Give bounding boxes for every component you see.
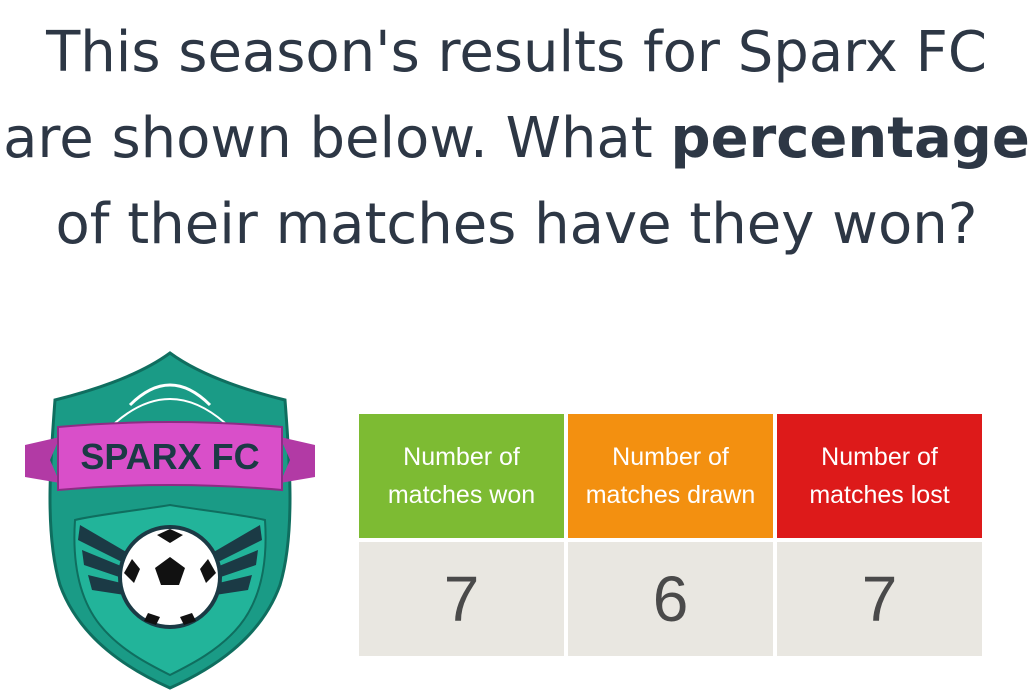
header-matches-won: Number of matches won: [359, 414, 564, 538]
header-drawn-line-2: matches drawn: [585, 481, 756, 509]
results-header-row: Number of matches won Number of matches …: [359, 414, 982, 538]
header-won-line-2: matches won: [387, 481, 536, 509]
header-matches-drawn: Number of matches drawn: [568, 414, 773, 538]
question-line-2: are shown below. What percentage: [0, 96, 1033, 182]
question-text: This season's results for Sparx FC are s…: [0, 10, 1033, 268]
question-line-1: This season's results for Sparx FC: [46, 20, 987, 85]
header-drawn-line-1: Number of: [612, 443, 729, 471]
question-line-2-text: are shown below. What: [3, 106, 671, 171]
crest-banner: SPARX FC: [25, 421, 315, 492]
value-matches-won: 7: [359, 542, 564, 656]
header-lost-line-2: matches lost: [809, 481, 950, 509]
value-matches-lost: 7: [777, 542, 982, 656]
header-won-line-1: Number of: [403, 443, 520, 471]
crest-banner-text: SPARX FC: [80, 436, 259, 477]
sparx-fc-crest-logo: SPARX FC: [25, 351, 315, 690]
results-value-row: 7 6 7: [359, 542, 982, 656]
header-matches-lost: Number of matches lost: [777, 414, 982, 538]
header-lost-line-1: Number of: [821, 443, 938, 471]
question-keyword-percentage: percentage: [670, 106, 1030, 171]
football-icon: [118, 525, 222, 629]
value-matches-drawn: 6: [568, 542, 773, 656]
results-table: Number of matches won Number of matches …: [355, 414, 986, 656]
question-line-3: of their matches have they won?: [55, 192, 978, 257]
